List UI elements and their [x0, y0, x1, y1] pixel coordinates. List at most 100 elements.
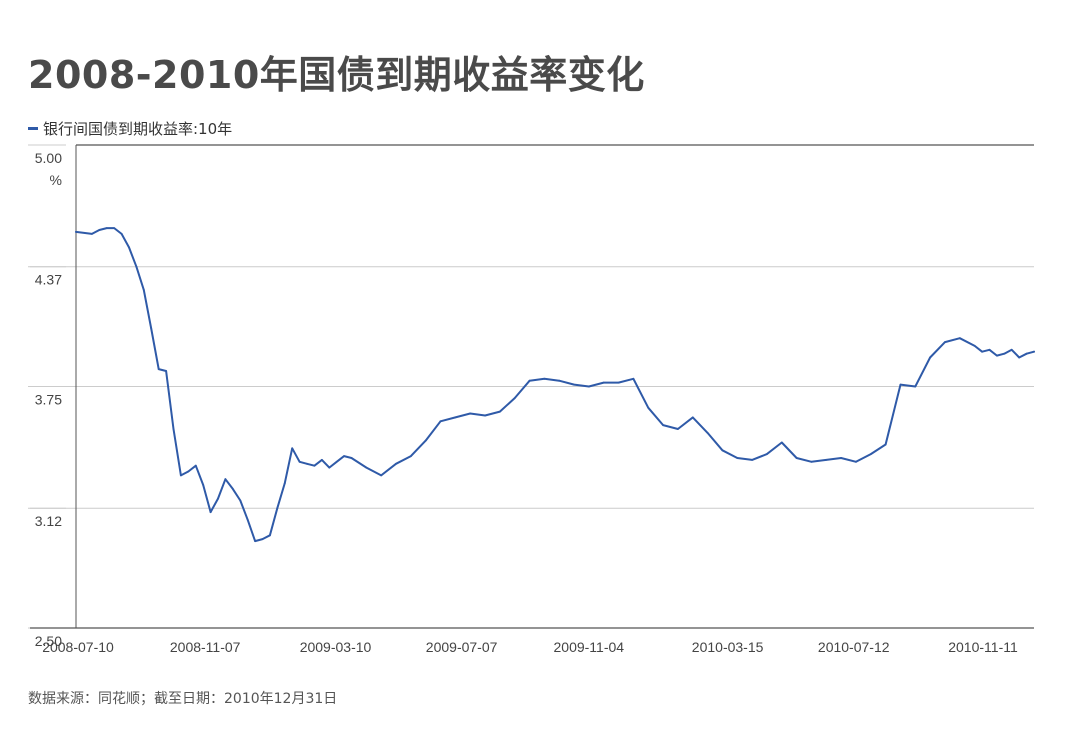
data-point — [677, 428, 679, 430]
data-point — [884, 443, 887, 446]
data-point — [736, 457, 739, 459]
data-point — [840, 457, 842, 459]
data-point — [988, 348, 991, 351]
data-point — [343, 455, 345, 457]
data-point — [588, 385, 590, 388]
y-tick-label: 3.75 — [35, 392, 62, 408]
data-point — [484, 414, 486, 417]
data-point — [647, 406, 650, 409]
data-point — [766, 453, 768, 455]
data-point — [98, 229, 101, 231]
data-point — [276, 507, 279, 510]
data-point — [1025, 352, 1028, 355]
data-point — [365, 466, 368, 469]
data-point — [209, 511, 212, 513]
data-point — [691, 416, 694, 419]
data-point — [706, 432, 709, 434]
y-tick-label: 2.50 — [35, 633, 62, 649]
y-unit-label: % — [50, 172, 62, 188]
data-point — [1033, 350, 1035, 353]
x-tick-label: 2009-03-10 — [300, 639, 372, 655]
data-point — [261, 538, 264, 540]
y-tick-label: 5.00 — [35, 150, 62, 166]
data-point — [239, 499, 242, 502]
y-tick-label: 3.12 — [35, 513, 62, 529]
data-point — [929, 356, 931, 359]
data-point — [313, 464, 316, 467]
x-tick-label: 2010-03-15 — [692, 639, 764, 655]
data-point — [869, 453, 872, 455]
data-point — [246, 518, 249, 521]
data-point — [617, 381, 620, 384]
x-tick-label: 2010-11-11 — [948, 639, 1018, 655]
data-point — [395, 462, 397, 465]
data-point — [439, 420, 442, 423]
data-point — [914, 385, 917, 388]
axes — [30, 145, 1034, 629]
data-source-note: 数据来源：同花顺；截至日期：2010年12月31日 — [28, 691, 338, 707]
data-point — [573, 383, 575, 386]
data-point — [499, 410, 501, 413]
data-point — [180, 474, 182, 477]
data-point — [157, 368, 160, 370]
data-point — [1003, 352, 1006, 355]
data-point — [380, 474, 383, 477]
data-point — [113, 227, 116, 230]
data-point — [543, 377, 546, 380]
data-point — [751, 459, 753, 461]
data-point — [780, 441, 783, 444]
series-line — [75, 227, 1035, 543]
data-point — [558, 379, 561, 382]
data-point — [254, 540, 256, 542]
data-point — [454, 416, 457, 419]
data-point — [231, 488, 234, 490]
data-point — [135, 265, 138, 268]
data-point — [973, 345, 976, 347]
data-point — [269, 534, 271, 537]
x-tick-label: 2008-11-07 — [170, 639, 241, 655]
data-point — [810, 460, 813, 463]
y-tick-label: 4.37 — [35, 272, 62, 288]
data-point — [75, 231, 77, 233]
grid-lines — [28, 144, 1034, 629]
data-point — [1018, 356, 1021, 359]
data-point — [825, 459, 828, 461]
chart-legend: 银行间国债到期收益率:10年 — [28, 118, 232, 139]
data-point — [328, 466, 331, 469]
x-tick-label: 2008-07-10 — [42, 639, 114, 655]
series-layer — [75, 227, 1035, 543]
data-point — [721, 449, 724, 452]
data-point — [187, 470, 190, 473]
data-point — [335, 460, 338, 463]
data-point — [91, 233, 93, 235]
data-point — [283, 482, 286, 484]
data-point — [306, 462, 308, 465]
data-point — [194, 464, 197, 467]
legend-label: 银行间国债到期收益率:10年 — [43, 120, 233, 138]
data-point — [632, 377, 635, 380]
y-tick-labels: 5.00 4.37 3.75 3.12 2.50% — [35, 150, 62, 649]
chart-title: 2008-2010年国债到期收益率变化 — [28, 53, 645, 97]
data-point — [602, 381, 605, 384]
data-point — [142, 289, 145, 291]
data-point — [528, 379, 531, 382]
data-point — [291, 447, 294, 450]
data-point — [958, 337, 961, 340]
data-point — [150, 327, 153, 330]
data-point — [795, 457, 798, 459]
legend-swatch — [28, 127, 38, 130]
data-point — [217, 497, 219, 500]
data-point — [424, 439, 427, 442]
data-point — [105, 227, 108, 230]
x-tick-labels: 2008-07-10 2008-11-07 2009-03-10 2009-07-07… — [42, 639, 1018, 655]
data-point — [899, 383, 902, 386]
data-point — [120, 233, 123, 235]
data-point — [855, 460, 857, 463]
data-point — [410, 455, 412, 457]
data-point — [513, 397, 516, 399]
data-point — [350, 457, 353, 459]
data-point — [944, 341, 946, 343]
data-point — [128, 246, 130, 249]
data-point — [172, 428, 175, 430]
